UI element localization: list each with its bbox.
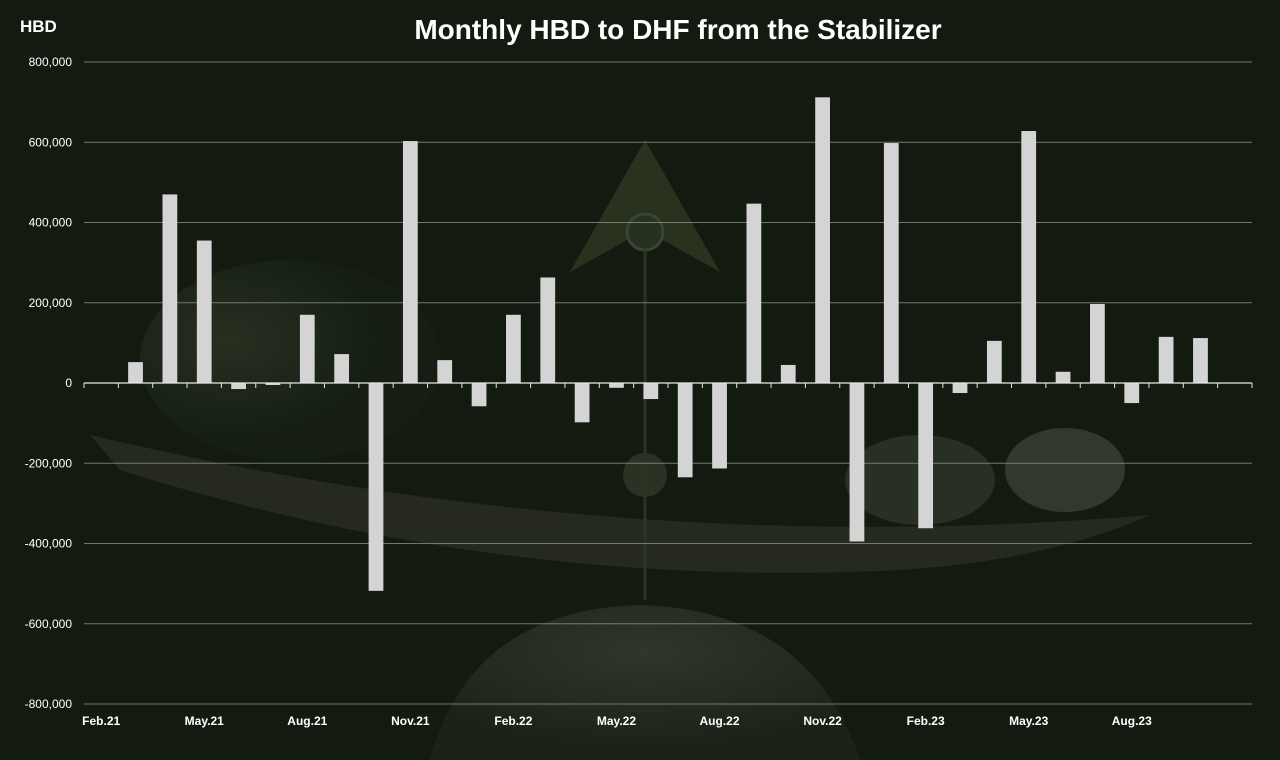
x-tick-label: May.23 [1009,714,1048,728]
chart-title: Monthly HBD to DHF from the Stabilizer [414,14,942,45]
y-tick-label: -400,000 [25,537,73,551]
bar-Jun.23 [1055,371,1071,383]
bar-Jun.22 [643,383,659,400]
bar-Jun.21 [231,383,246,390]
y-tick-label: 0 [65,376,72,390]
bar-Apr.21 [162,194,178,383]
bar-Mar.23 [952,383,968,394]
x-tick-label: Aug.22 [700,714,740,728]
y-axis-tick-labels: 800,000 600,000 400,000 200,000 0 -200,000 -40… [25,55,73,711]
y-tick-label: 400,000 [29,216,73,230]
bar-Aug.23 [1124,383,1140,404]
bars [128,97,1208,591]
bar-May.23 [1021,131,1037,383]
bar-Feb.23 [918,383,934,529]
y-tick-label: 200,000 [29,296,73,310]
bar-Nov.22 [815,97,830,383]
bar-Dec.22 [849,383,865,542]
bar-Jan.22 [471,383,487,407]
y-tick-label: -200,000 [25,456,73,470]
bar-Sep.22 [746,203,762,383]
x-tick-label: Feb.23 [907,714,945,728]
bar-Sep.23 [1158,336,1174,383]
x-tick-label: Feb.22 [494,714,532,728]
bar-Jul.21 [265,383,281,386]
bar-Sep.21 [334,354,350,383]
x-tick-label: Feb.21 [82,714,120,728]
bar-Oct.22 [780,364,796,383]
bar-Jul.23 [1090,303,1105,383]
gridlines [84,61,1252,705]
y-tick-label: -800,000 [25,697,73,711]
x-tick-label: Nov.22 [803,714,842,728]
bar-Apr.22 [574,383,590,423]
bar-May.21 [196,240,212,383]
bar-Feb.22 [506,314,521,383]
x-tick-label: Aug.23 [1112,714,1152,728]
x-tick-label: Aug.21 [287,714,327,728]
bar-Oct.23 [1193,338,1208,383]
x-tick-label: May.22 [597,714,636,728]
bar-Jul.22 [677,383,693,478]
bar-Mar.21 [128,362,143,383]
x-axis-tick-labels: Feb.21 May.21 Aug.21 Nov.21 Feb.22 May.22 Aug.… [82,714,1152,728]
bar-Nov.21 [402,141,418,383]
bar-Aug.22 [712,383,727,469]
bar-Mar.22 [540,277,556,383]
bar-Oct.21 [368,383,384,591]
y-axis-unit-label: HBD [20,17,57,36]
x-tick-label: May.21 [185,714,224,728]
bar-May.22 [609,383,624,388]
y-tick-label: 600,000 [29,135,73,149]
y-tick-label: -600,000 [25,617,73,631]
y-tick-label: 800,000 [29,55,73,69]
bar-Aug.21 [299,314,315,383]
bar-Jan.23 [883,143,899,383]
x-axis-line [83,382,1253,388]
bar-Apr.23 [986,340,1002,383]
bar-Dec.21 [437,360,453,383]
x-tick-label: Nov.21 [391,714,430,728]
